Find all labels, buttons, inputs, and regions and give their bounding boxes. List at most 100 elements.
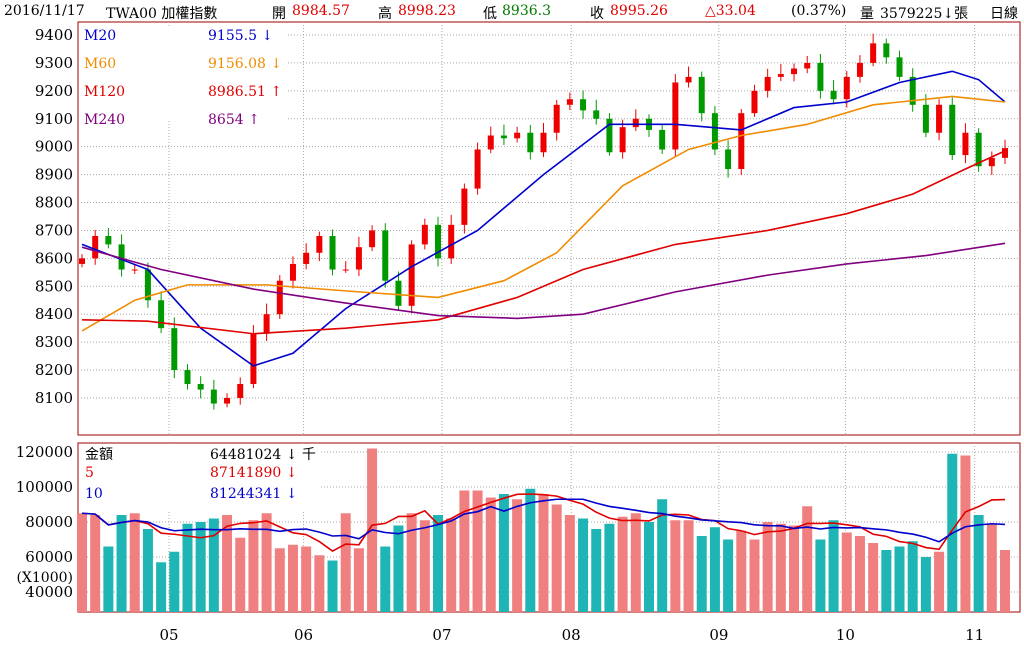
candle-up [79, 258, 85, 264]
volume-label: 量 [860, 6, 874, 22]
volume-bar [591, 529, 602, 612]
volume-bar [446, 518, 457, 612]
candle-up [289, 263, 296, 281]
volume-bar [723, 539, 734, 612]
candle-up [316, 236, 323, 253]
close-value: 8995.26 [610, 3, 668, 19]
volume-bar [934, 551, 945, 612]
candle-down [606, 118, 613, 153]
candle-up [92, 236, 99, 259]
volume-bar [630, 513, 641, 612]
candle-down [144, 269, 151, 301]
legend-value: 81244341 ↓ [210, 486, 298, 502]
volume-bar [433, 515, 444, 612]
price-tick-label: 8300 [35, 333, 73, 351]
candle-up [448, 224, 455, 259]
candle-down [329, 236, 336, 270]
candle-up [342, 269, 349, 271]
candle-down [395, 280, 402, 306]
month-label: 06 [294, 626, 313, 644]
price-tick-label: 8100 [35, 389, 73, 407]
volume-bar [195, 522, 206, 612]
month-label: 11 [965, 626, 984, 644]
price-tick-label: 8600 [35, 249, 73, 267]
volume-bar [274, 548, 285, 612]
volume-bar [90, 515, 101, 612]
candle-up [540, 132, 547, 153]
ma-line-m60 [81, 95, 1006, 332]
price-tick-label: 8900 [35, 166, 73, 184]
candle-up [303, 252, 310, 264]
volume-bar [287, 544, 298, 612]
open-value: 8984.57 [292, 3, 350, 19]
candle-down [909, 76, 916, 105]
date: 2016/11/17 [4, 3, 85, 19]
candle-down [171, 328, 178, 371]
volume-bar [248, 520, 259, 612]
candle-up [276, 280, 283, 315]
volume-bar [815, 539, 826, 612]
volume-bar [327, 560, 338, 612]
period-selector[interactable]: 日線 [990, 6, 1018, 22]
volume-ma-10 [81, 498, 1006, 543]
ma-line-m240 [81, 242, 1006, 320]
candle-up [487, 135, 494, 150]
volume-tick-label: 80000 [25, 513, 73, 531]
candle-down [500, 135, 507, 139]
candle-up [738, 113, 745, 170]
month-label: 05 [159, 626, 178, 644]
volume-bar [301, 546, 312, 612]
candle-up [685, 76, 692, 83]
volume-bar [643, 522, 654, 612]
candle-up [804, 62, 811, 69]
open-label: 開 [272, 6, 286, 22]
candle-up [237, 384, 244, 398]
volume-bar [696, 536, 707, 612]
candle-up [566, 99, 573, 105]
candle-down [817, 62, 824, 91]
price-tick-label: 8800 [35, 194, 73, 212]
high-value: 8998.23 [398, 3, 456, 19]
volume-bar [538, 494, 549, 612]
volume-bar [77, 513, 87, 612]
legend-name: 金額 [85, 447, 113, 463]
month-label: 10 [836, 626, 855, 644]
price-tick-label: 8400 [35, 305, 73, 323]
price-tick-label: 9400 [35, 26, 73, 44]
candle-up [764, 76, 771, 91]
volume-bar [578, 518, 589, 612]
volume-tick-label: 60000 [25, 548, 73, 566]
volume-bar [670, 520, 681, 612]
candle-down [435, 224, 442, 259]
volume-bar [775, 523, 786, 612]
volume-bar [736, 530, 747, 612]
volume-bar [564, 515, 575, 612]
candle-up [408, 244, 415, 306]
volume-bar [525, 488, 536, 612]
candle-up [514, 132, 521, 139]
volume-bar [802, 506, 813, 612]
low-value: 8936.3 [502, 3, 551, 19]
legend-name: 5 [85, 465, 94, 481]
candle-down [922, 104, 929, 133]
volume-tick-label: 40000 [25, 583, 73, 601]
volume-bar [169, 551, 180, 612]
candle-down [659, 129, 666, 150]
month-label: 08 [562, 626, 581, 644]
legend-value: 9156.08 ↓ [208, 56, 283, 72]
volume-ma-5 [81, 493, 1006, 552]
price-tick-label: 8500 [35, 277, 73, 295]
legend-value: 8986.51 ↑ [208, 84, 283, 100]
candle-down [896, 57, 903, 77]
volume-bar [156, 562, 167, 612]
candle-down [883, 43, 890, 58]
candle-up [131, 269, 138, 271]
volume-bar [406, 513, 417, 612]
legend-name: M20 [84, 28, 117, 44]
candle-up [355, 247, 362, 270]
ma-legend: M20 9155.5 ↓ M60 9156.08 ↓ M120 8986.51 ↑ M240… [80, 28, 288, 128]
volume-bar [103, 546, 114, 612]
month-label: 07 [432, 626, 451, 644]
